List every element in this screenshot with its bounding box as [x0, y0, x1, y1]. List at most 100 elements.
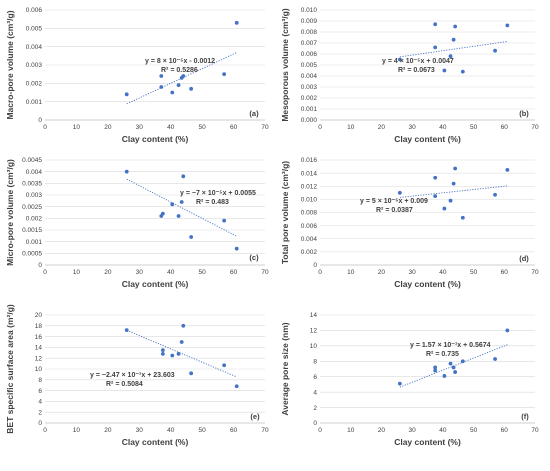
y-tick-label: 6 [38, 388, 42, 395]
data-point [181, 174, 186, 179]
x-tick-label: 0 [43, 269, 47, 276]
x-tick-label: 60 [230, 427, 238, 434]
x-tick-label: 10 [73, 124, 81, 131]
r-squared: R² = 0.5084 [106, 381, 143, 388]
panel-label: (e) [250, 412, 260, 421]
trendline [126, 178, 237, 237]
y-tick-label: 2 [313, 405, 317, 412]
y-tick-label: 0.016 [301, 157, 318, 164]
data-point [433, 175, 438, 180]
r-squared: R² = 0.0673 [398, 67, 435, 74]
data-point [493, 192, 497, 197]
x-tick-label: 60 [501, 427, 509, 434]
x-tick-label: 10 [347, 124, 355, 131]
x-tick-label: 30 [136, 269, 144, 276]
data-point [160, 348, 165, 352]
data-point [397, 190, 402, 195]
data-point [451, 37, 456, 42]
y-axis-title: BET specific surface area (m²/g) [5, 304, 15, 434]
data-point [181, 74, 186, 78]
data-point [460, 359, 465, 364]
y-tick-label: 10 [35, 366, 43, 373]
data-point [160, 211, 165, 216]
y-tick-label: 0.007 [301, 40, 318, 47]
data-point [397, 57, 402, 62]
data-point [124, 169, 129, 174]
x-tick-label: 10 [347, 427, 355, 434]
x-tick-label: 50 [470, 269, 478, 276]
x-tick-label: 50 [199, 269, 207, 276]
data-point [159, 85, 164, 89]
data-point [433, 45, 438, 50]
data-point [460, 69, 465, 74]
panel-label: (f) [521, 412, 529, 421]
data-point [124, 92, 129, 97]
x-tick-label: 70 [531, 427, 539, 434]
panel-label: (c) [249, 253, 259, 262]
data-point [170, 353, 175, 358]
y-tick-label: 16 [35, 334, 43, 341]
data-point [448, 198, 453, 203]
data-point [176, 83, 181, 88]
panel-a: 0 0.001 0.002 0.003 0.004 0.005 0.006 0 10 20 30 40… [5, 7, 269, 144]
y-tick-label: 14 [310, 312, 318, 319]
x-tick-label: 70 [261, 427, 269, 434]
y-tick-label: 0.002 [26, 216, 43, 223]
y-tick-label: 0.0025 [22, 204, 42, 211]
x-tick-label: 30 [136, 427, 144, 434]
data-point [433, 194, 438, 198]
x-tick-label: 0 [43, 427, 47, 434]
data-point [189, 86, 194, 91]
x-tick-label: 20 [378, 124, 386, 131]
trendline [399, 41, 508, 58]
data-point [448, 54, 453, 59]
x-tick-label: 30 [136, 124, 144, 131]
data-point [189, 235, 194, 239]
data-point [453, 370, 458, 374]
x-axis-title: Clay content (%) [122, 437, 189, 447]
y-tick-label: 10 [310, 343, 318, 350]
panel-b: 0.000 0.001 0.002 0.003 0.004 0.005 0.006 0.007… [280, 7, 539, 144]
y-tick-label: 0.014 [301, 170, 318, 177]
data-point [451, 365, 456, 370]
y-tick-label: 8 [313, 358, 317, 365]
data-point [124, 328, 129, 333]
data-point [448, 361, 453, 366]
panel-label: (d) [519, 254, 529, 263]
x-tick-label: 10 [73, 427, 81, 434]
y-tick-label: 0.0045 [22, 157, 42, 164]
data-point [442, 374, 447, 378]
x-tick-label: 40 [167, 124, 175, 131]
y-axis-title: Total pore volume (cm³/g) [280, 161, 290, 264]
panel-d: 0 0.002 0.004 0.006 0.008 0.010 0.012 0.014 0.01… [280, 157, 539, 289]
data-point [493, 357, 497, 361]
y-tick-label: 12 [310, 328, 318, 335]
y-tick-label: 0.001 [26, 239, 43, 246]
panel-f: 0 2 4 6 8 10 12 14 0 10 20 30 40 50 60 70 y = 1.57 × 10⁻… [280, 312, 539, 447]
y-tick-label: 14 [35, 345, 43, 352]
y-tick-label: 0.000 [301, 117, 318, 124]
x-tick-label: 0 [318, 427, 322, 434]
x-tick-label: 70 [261, 269, 269, 276]
data-point [505, 167, 510, 172]
y-tick-label: 0.008 [301, 210, 318, 217]
data-point [234, 384, 239, 389]
trend-equation: y = 5 × 10⁻⁵x + 0.009 [360, 198, 428, 205]
data-point [433, 368, 438, 373]
y-tick-label: 0.010 [301, 7, 318, 14]
x-tick-label: 40 [439, 427, 447, 434]
y-tick-label: 0.005 [26, 26, 43, 33]
x-tick-label: 40 [167, 269, 175, 276]
y-tick-label: 0.006 [301, 51, 318, 58]
data-point [222, 72, 227, 77]
y-tick-label: 6 [313, 374, 317, 381]
x-tick-label: 50 [470, 427, 478, 434]
x-axis-title: Clay content (%) [394, 437, 461, 447]
y-tick-label: 0.001 [301, 106, 318, 113]
y-axis-title: Macro-pore volume (cm³/g) [5, 10, 15, 119]
x-tick-label: 70 [531, 269, 539, 276]
y-tick-label: 0.003 [26, 192, 43, 199]
x-tick-label: 20 [104, 124, 112, 131]
x-tick-label: 60 [230, 269, 238, 276]
data-point [159, 74, 164, 78]
